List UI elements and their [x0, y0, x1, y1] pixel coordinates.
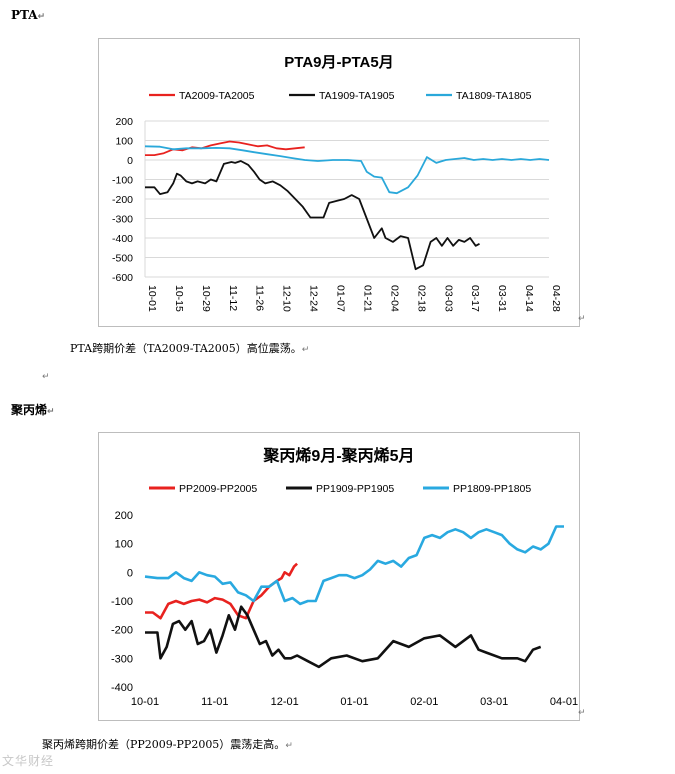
legend-label: TA2009-TA2005 [179, 90, 255, 102]
x-tick-label: 04-14 [523, 285, 535, 312]
chart-title: 聚丙烯9月-聚丙烯5月 [262, 446, 414, 465]
legend-item: PP1809-PP1805 [423, 483, 531, 495]
legend-label: TA1909-TA1905 [319, 90, 395, 102]
y-tick-label: -400 [111, 682, 133, 694]
section-heading-pp: 聚丙烯↵ [11, 401, 55, 418]
x-tick-label: 01-21 [361, 285, 373, 312]
y-tick-label: -400 [112, 233, 133, 245]
x-tick-label: 01-01 [340, 696, 368, 708]
x-tick-label: 03-31 [496, 285, 508, 312]
series-line [144, 525, 564, 606]
y-tick-label: 100 [115, 539, 133, 551]
paragraph-mark: ↵ [578, 314, 586, 324]
y-tick-label: -300 [111, 653, 133, 665]
chart-series [144, 140, 550, 271]
x-tick-label: 10-01 [146, 285, 158, 312]
section-heading-text: PTA [11, 8, 38, 22]
x-tick-label: 04-01 [550, 696, 578, 708]
chart-x-axis: 10-01 10-15 10-29 11-12 11-26 12-10 12-24 01-07… [146, 285, 562, 312]
x-tick-label: 11-26 [254, 285, 266, 311]
chart-svg: 聚丙烯9月-聚丙烯5月 PP2009-PP2005 PP1909-PP1905 PP… [111, 446, 578, 708]
chart-y-axis: 200 100 0 -100 -200 -300 -400 -500 -600 [112, 116, 133, 284]
y-tick-label: 0 [127, 567, 133, 579]
legend-item: TA1909-TA1905 [289, 90, 395, 102]
legend-label: PP1809-PP1805 [453, 483, 531, 495]
x-tick-label: 12-24 [308, 285, 320, 312]
legend-item: TA2009-TA2005 [149, 90, 255, 102]
section-heading-text: 聚丙烯 [11, 403, 48, 417]
paragraph-mark: ↵ [47, 407, 55, 417]
caption-pta: PTA跨期价差（TA2009-TA2005）高位震荡。↵ [70, 340, 309, 356]
y-tick-label: 200 [115, 116, 133, 128]
y-tick-label: 200 [115, 510, 133, 522]
x-tick-label: 01-07 [335, 285, 347, 312]
x-tick-label: 02-18 [415, 285, 427, 312]
chart-pp-spread: 聚丙烯9月-聚丙烯5月 PP2009-PP2005 PP1909-PP1905 PP… [98, 432, 580, 721]
caption-pp: 聚丙烯跨期价差（PP2009-PP2005）震荡走高。↵ [42, 736, 293, 752]
legend-label: PP1909-PP1905 [316, 483, 394, 495]
x-tick-label: 12-01 [271, 696, 299, 708]
paragraph-mark: ↵ [37, 12, 46, 22]
series-line [145, 562, 298, 620]
paragraph-mark: ↵ [301, 345, 310, 355]
legend-item: TA1809-TA1805 [426, 90, 532, 102]
section-heading-pta: PTA↵ [11, 8, 45, 22]
y-tick-label: 100 [115, 136, 133, 148]
y-tick-label: -100 [111, 596, 133, 608]
series-line [145, 140, 305, 156]
x-tick-label: 04-28 [550, 285, 562, 312]
x-tick-label: 10-29 [200, 285, 212, 312]
x-tick-label: 10-01 [131, 696, 159, 708]
y-tick-label: -300 [112, 214, 133, 226]
caption-text: 聚丙烯跨期价差（PP2009-PP2005）震荡走高。 [42, 738, 286, 751]
y-tick-label: -600 [112, 272, 133, 284]
series-line [145, 605, 542, 669]
y-tick-label: -200 [112, 194, 133, 206]
paragraph-mark: ↵ [578, 708, 586, 718]
x-tick-label: 11-01 [201, 696, 228, 708]
x-tick-label: 12-10 [281, 285, 293, 312]
legend-item: PP2009-PP2005 [149, 483, 257, 495]
series-line [145, 160, 480, 271]
y-tick-label: -200 [111, 625, 133, 637]
x-tick-label: 03-03 [442, 285, 454, 312]
chart-svg: PTA9月-PTA5月 TA2009-TA2005 TA1909-TA1905 TA… [112, 54, 562, 312]
paragraph-mark: ↵ [42, 372, 50, 382]
chart-x-axis: 10-01 11-01 12-01 01-01 02-01 03-01 04-01 [131, 696, 578, 708]
chart-y-axis: 200 100 0 -100 -200 -300 -400 [111, 510, 133, 694]
y-tick-label: -500 [112, 253, 133, 265]
chart-title: PTA9月-PTA5月 [284, 54, 393, 71]
x-tick-label: 02-01 [410, 696, 438, 708]
caption-text: PTA跨期价差（TA2009-TA2005）高位震荡。 [70, 342, 302, 355]
series-line [144, 145, 550, 195]
legend-label: PP2009-PP2005 [179, 483, 257, 495]
legend-label: TA1809-TA1805 [456, 90, 532, 102]
x-tick-label: 03-01 [480, 696, 508, 708]
chart-gridlines [144, 120, 549, 278]
chart-legend: TA2009-TA2005 TA1909-TA1905 TA1809-TA1805 [149, 90, 532, 102]
chart-legend: PP2009-PP2005 PP1909-PP1905 PP1809-PP1805 [149, 483, 531, 495]
x-tick-label: 03-17 [469, 285, 481, 312]
x-tick-label: 11-12 [227, 285, 239, 311]
chart-pta-spread: PTA9月-PTA5月 TA2009-TA2005 TA1909-TA1905 TA… [98, 38, 580, 327]
x-tick-label: 02-04 [388, 285, 400, 312]
chart-series [144, 525, 564, 669]
x-tick-label: 10-15 [173, 285, 185, 312]
y-tick-label: 0 [127, 155, 133, 167]
watermark-logo: 文华财经 [2, 754, 55, 768]
legend-item: PP1909-PP1905 [286, 483, 394, 495]
paragraph-mark: ↵ [285, 741, 293, 751]
y-tick-label: -100 [112, 175, 133, 187]
